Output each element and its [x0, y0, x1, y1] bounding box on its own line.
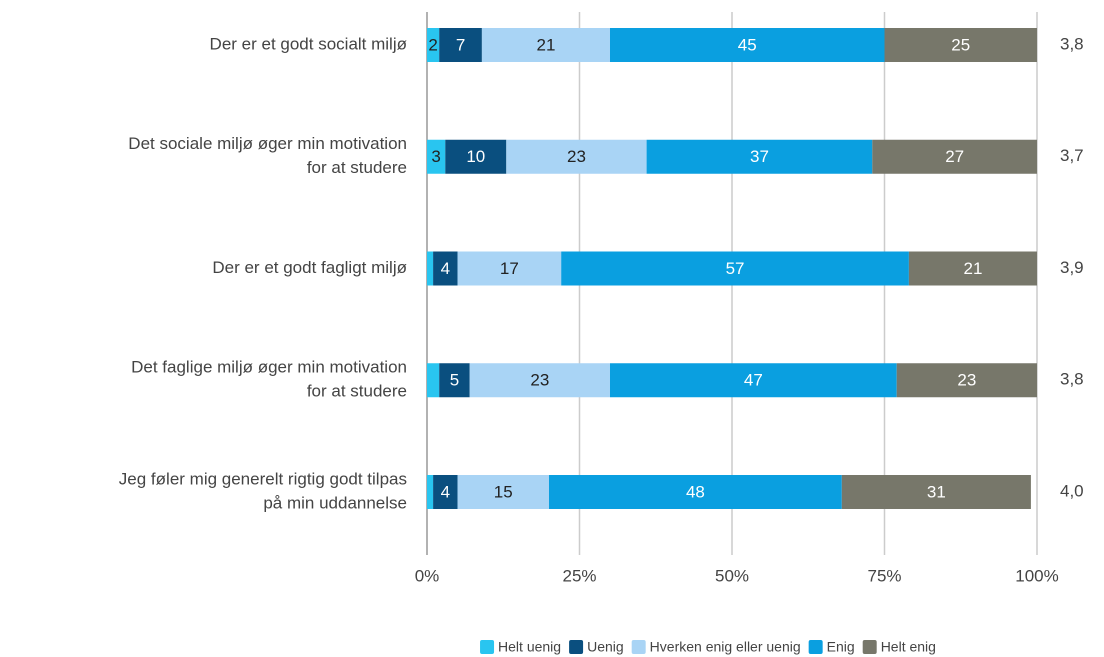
bar-segment [439, 28, 482, 62]
legend-swatch [569, 640, 584, 654]
legend-label: Helt uenig [498, 639, 561, 655]
data-label: 45 [738, 35, 757, 54]
data-label: 21 [963, 259, 982, 278]
data-label: 23 [530, 371, 549, 390]
data-label: 17 [500, 259, 519, 278]
bar-segment [427, 28, 440, 62]
data-label: 3 [431, 147, 440, 166]
average-label: 3,7 [1060, 146, 1084, 165]
bar-segment [427, 363, 440, 398]
bar-segment [549, 475, 842, 509]
data-label: 10 [466, 147, 485, 166]
data-label: 4 [441, 482, 450, 501]
bar-segment [481, 28, 610, 62]
bar-segment [896, 363, 1037, 398]
category-label: på min uddannelse [263, 493, 407, 512]
legend-label: Uenig [587, 639, 624, 655]
category-label: Jeg føler mig generelt rigtig godt tilpa… [119, 469, 407, 488]
x-tick-label: 0% [415, 566, 440, 585]
average-label: 3,8 [1060, 34, 1084, 53]
data-label: 27 [945, 147, 964, 166]
data-label: 23 [567, 147, 586, 166]
data-label: 48 [686, 482, 705, 501]
data-label: 15 [494, 482, 513, 501]
data-label: 37 [750, 147, 769, 166]
bar-segment [457, 251, 562, 286]
legend-label: Helt enig [881, 639, 936, 655]
data-label: 25 [951, 35, 970, 54]
legend-swatch [480, 640, 495, 654]
average-label: 4,0 [1060, 481, 1084, 500]
bar-segment [439, 363, 470, 398]
category-label: for at studere [307, 158, 407, 177]
data-label: 23 [957, 371, 976, 390]
legend-swatch [808, 640, 823, 654]
data-label: 7 [456, 35, 465, 54]
bar-segment [646, 139, 873, 174]
category-label: for at studere [307, 382, 407, 401]
bar-segment [610, 28, 885, 62]
category-label: Der er et godt socialt miljø [210, 34, 407, 53]
x-tick-label: 75% [867, 566, 901, 585]
data-label: 4 [441, 259, 450, 278]
bar-segment [908, 251, 1037, 286]
category-label: Det faglige miljø øger min motivation [131, 358, 407, 377]
data-label: 21 [536, 35, 555, 54]
bar-segment [561, 251, 909, 286]
bar-segment [427, 475, 434, 509]
bar-segment [433, 251, 458, 286]
data-label: 57 [726, 259, 745, 278]
bar-segment [433, 475, 458, 509]
legend-swatch [631, 640, 646, 654]
data-label: 5 [450, 371, 459, 390]
x-tick-label: 100% [1015, 566, 1058, 585]
bar-segment [469, 363, 610, 398]
bar-segment [506, 139, 647, 174]
average-label: 3,9 [1060, 258, 1084, 277]
bar-segment [427, 139, 446, 174]
bar-segment [610, 363, 897, 398]
bar-segment [884, 28, 1037, 62]
bar-segment [457, 475, 549, 509]
average-label: 3,8 [1060, 370, 1084, 389]
category-label: Der er et godt fagligt miljø [212, 258, 407, 277]
legend-label: Enig [827, 639, 855, 655]
x-tick-label: 50% [715, 566, 749, 585]
legend-label: Hverken enig eller uenig [650, 639, 801, 655]
bar-segment [445, 139, 507, 174]
data-label: 47 [744, 371, 763, 390]
bar-segment [841, 475, 1031, 509]
data-label: 2 [428, 35, 437, 54]
category-label: Det sociale miljø øger min motivation [128, 134, 407, 153]
data-label: 31 [927, 482, 946, 501]
bar-segment [427, 251, 434, 286]
legend-swatch [862, 640, 877, 654]
bar-segment [872, 139, 1037, 174]
x-tick-label: 25% [562, 566, 596, 585]
